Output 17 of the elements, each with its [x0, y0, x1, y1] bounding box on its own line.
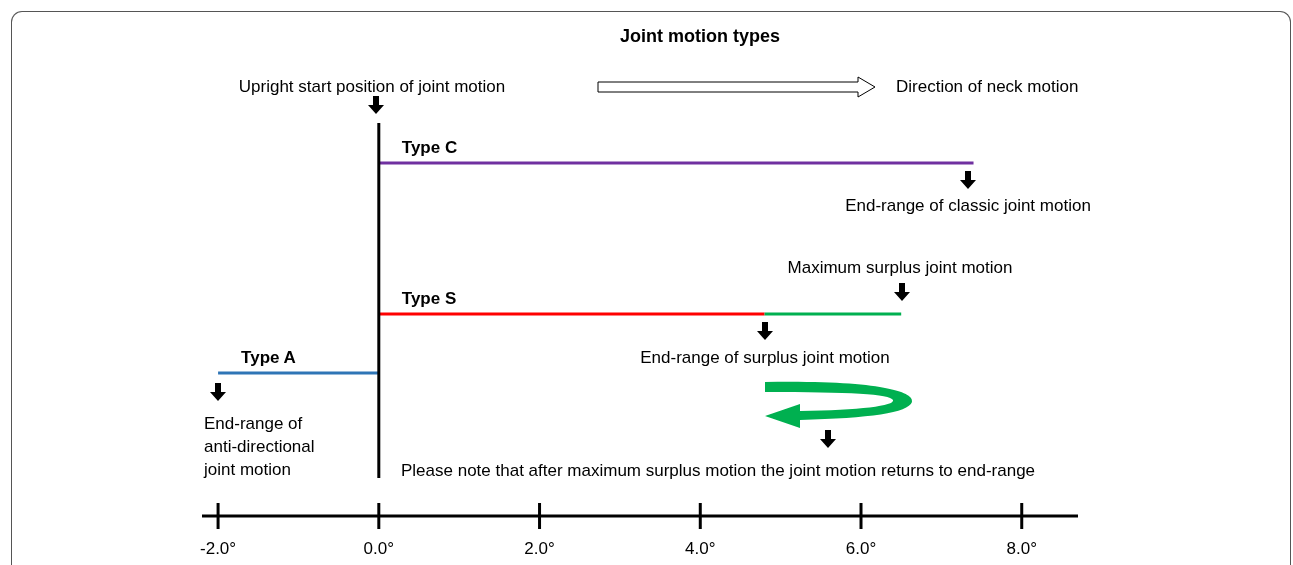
- x-tick-label: 2.0°: [524, 539, 555, 558]
- x-tick-label: 8.0°: [1006, 539, 1037, 558]
- annotation: End-range of surplus joint motion: [640, 348, 890, 367]
- annotation: Maximum surplus joint motion: [787, 258, 1013, 277]
- text: Direction of neck motion: [896, 77, 1079, 96]
- text: Upright start position of joint motion: [238, 77, 506, 96]
- series-label: Type C: [401, 138, 458, 157]
- annotation: End-range of anti-directional joint motion: [203, 414, 315, 479]
- annotation: Please note that after maximum surplus motion the joint motion returns to end-range: [401, 461, 1036, 480]
- x-tick-label: 4.0°: [685, 539, 716, 558]
- chart-title: Joint motion types: [619, 26, 781, 46]
- x-tick-label: -2.0°: [200, 539, 237, 558]
- x-tick-label: 0.0°: [363, 539, 395, 558]
- series-label: Type A: [241, 348, 296, 367]
- series-label: Type S: [401, 289, 457, 308]
- annotation: End-range of classic joint motion: [845, 196, 1091, 215]
- x-tick-label: 6.0°: [845, 539, 877, 558]
